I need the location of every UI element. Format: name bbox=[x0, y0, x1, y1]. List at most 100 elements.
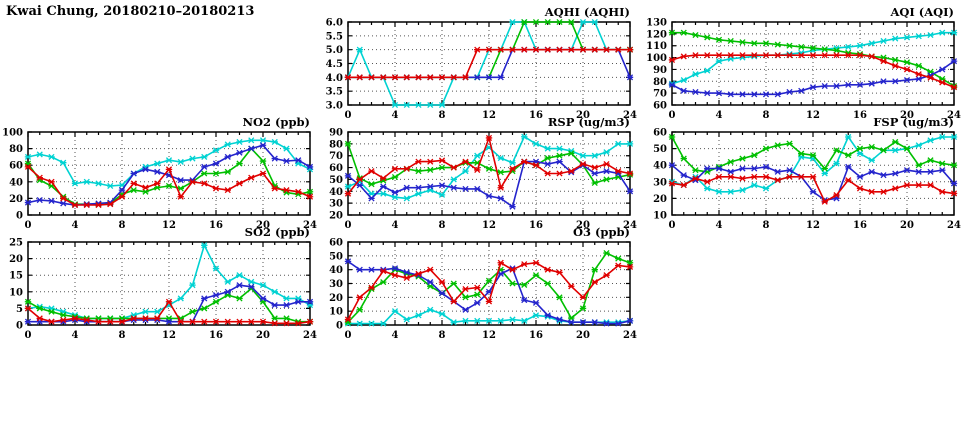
y-tick-label: 20 bbox=[329, 293, 343, 304]
y-tick-label: 60 bbox=[329, 238, 343, 249]
y-tick-label: 20 bbox=[653, 194, 667, 205]
plot-frame bbox=[27, 131, 311, 216]
x-tick-label: 20 bbox=[900, 110, 914, 121]
x-tick-label: 24 bbox=[947, 220, 961, 231]
series-markers-red bbox=[24, 298, 314, 327]
x-tick-label: 12 bbox=[482, 330, 496, 341]
chart-fsp: FSP (ug/m3) 10 20 30 40 50 60 0 4 8 12 16 20 24 bbox=[636, 114, 966, 236]
y-tick-label: 100 bbox=[646, 53, 667, 64]
y-tick-label: 10 bbox=[653, 211, 667, 222]
y-tick-label: 4.5 bbox=[326, 59, 343, 70]
y-tick-label: 5.0 bbox=[326, 45, 343, 56]
chart-title-aqhi: AQHI (AQHI) bbox=[544, 5, 630, 19]
x-tick-label: 20 bbox=[576, 330, 590, 341]
series-markers-red bbox=[344, 134, 634, 197]
x-tick-label: 4 bbox=[72, 330, 79, 341]
x-tick-label: 12 bbox=[806, 110, 820, 121]
y-tick-label: 30 bbox=[653, 177, 667, 188]
x-tick-label: 0 bbox=[345, 220, 352, 231]
series-markers-green bbox=[668, 133, 958, 175]
y-tick-label: 100 bbox=[2, 128, 23, 139]
y-tick-label: 50 bbox=[653, 144, 667, 155]
x-tick-label: 24 bbox=[947, 110, 961, 121]
plot-frame bbox=[347, 21, 631, 106]
y-tick-label: 10 bbox=[9, 287, 23, 298]
series-markers-cyan bbox=[668, 133, 958, 195]
x-tick-label: 8 bbox=[119, 220, 126, 231]
x-tick-label: 0 bbox=[25, 330, 32, 341]
chart-svg-o3: O3 (ppb) 0 10 20 30 40 50 60 0 4 8 12 16 20 24 bbox=[329, 225, 637, 341]
chart-svg-aqhi: AQHI (AQHI) 3.0 3.5 4.0 4.5 5.0 5.5 6.0 0 4 8 12 16 2… bbox=[326, 5, 637, 121]
chart-svg-fsp: FSP (ug/m3) 10 20 30 40 50 60 0 4 8 12 16 20 24 bbox=[653, 115, 961, 231]
y-tick-label: 40 bbox=[329, 187, 343, 198]
y-tick-label: 20 bbox=[329, 211, 343, 222]
chart-title-fsp: FSP (ug/m3) bbox=[873, 115, 954, 129]
series-markers-red bbox=[344, 259, 634, 323]
chart-title-so2: SO2 (ppb) bbox=[245, 225, 310, 239]
x-tick-label: 20 bbox=[256, 330, 270, 341]
y-tick-label: 10 bbox=[329, 307, 343, 318]
chart-svg-so2: SO2 (ppb) 0 5 10 15 20 25 0 4 8 12 16 20 24 bbox=[9, 225, 317, 341]
y-tick-label: 40 bbox=[653, 161, 667, 172]
x-tick-label: 4 bbox=[392, 330, 399, 341]
chart-title-no2: NO2 (ppb) bbox=[242, 115, 310, 129]
y-tick-label: 20 bbox=[9, 194, 23, 205]
y-tick-label: 15 bbox=[9, 271, 23, 282]
y-tick-label: 50 bbox=[329, 251, 343, 262]
y-tick-label: 60 bbox=[653, 101, 667, 112]
x-tick-label: 0 bbox=[669, 220, 676, 231]
x-tick-label: 20 bbox=[576, 220, 590, 231]
x-tick-label: 20 bbox=[256, 220, 270, 231]
y-tick-label: 80 bbox=[329, 139, 343, 150]
chart-so2: SO2 (ppb) 0 5 10 15 20 25 0 4 8 12 16 20 24 bbox=[0, 224, 322, 346]
y-tick-label: 40 bbox=[9, 177, 23, 188]
y-tick-label: 3.0 bbox=[326, 101, 343, 112]
y-tick-label: 40 bbox=[329, 265, 343, 276]
series-markers-red bbox=[668, 52, 958, 91]
y-tick-label: 60 bbox=[9, 161, 23, 172]
series-line-blue bbox=[348, 48, 631, 79]
y-tick-label: 80 bbox=[9, 144, 23, 155]
x-tick-label: 12 bbox=[162, 330, 176, 341]
y-tick-label: 60 bbox=[653, 128, 667, 139]
x-tick-label: 12 bbox=[482, 220, 496, 231]
x-tick-label: 8 bbox=[439, 220, 446, 231]
chart-no2: NO2 (ppb) 0 20 40 60 80 100 0 4 8 12 16 20 24 bbox=[0, 114, 322, 236]
series-markers-blue bbox=[668, 58, 958, 98]
plot-frame bbox=[671, 131, 955, 216]
x-tick-label: 20 bbox=[576, 110, 590, 121]
y-tick-label: 3.5 bbox=[326, 87, 343, 98]
x-tick-label: 24 bbox=[303, 330, 317, 341]
x-tick-label: 24 bbox=[623, 220, 637, 231]
x-tick-label: 0 bbox=[345, 330, 352, 341]
y-tick-label: 70 bbox=[329, 151, 343, 162]
series-line-red bbox=[347, 135, 631, 195]
x-tick-label: 16 bbox=[529, 110, 543, 121]
x-tick-label: 24 bbox=[623, 110, 637, 121]
y-tick-label: 130 bbox=[646, 18, 667, 29]
y-tick-label: 20 bbox=[9, 254, 23, 265]
x-tick-label: 16 bbox=[209, 220, 223, 231]
chart-rsp: RSP (ug/m3) 20 30 40 50 60 70 80 90 0 4 8 12 16 20 24 bbox=[312, 114, 642, 236]
y-tick-label: 4.0 bbox=[326, 73, 343, 84]
y-tick-label: 90 bbox=[329, 128, 343, 139]
series-markers-green bbox=[668, 29, 958, 90]
series-markers-red bbox=[24, 163, 314, 209]
x-tick-label: 24 bbox=[303, 220, 317, 231]
series-markers-red bbox=[344, 46, 634, 81]
plot-frame bbox=[671, 21, 955, 106]
x-tick-label: 0 bbox=[669, 110, 676, 121]
chart-title-o3: O3 (ppb) bbox=[573, 225, 630, 239]
y-tick-label: 50 bbox=[329, 175, 343, 186]
x-tick-label: 12 bbox=[482, 110, 496, 121]
plot-frame bbox=[27, 241, 311, 326]
chart-aqhi: AQHI (AQHI) 3.0 3.5 4.0 4.5 5.0 5.5 6.0 0 4 8 12 16 2… bbox=[312, 4, 642, 126]
chart-aqi: AQI (AQI) 60 70 80 90 100 110 120 130 0 4 8 12 16 20 24 bbox=[636, 4, 966, 126]
y-tick-label: 80 bbox=[653, 77, 667, 88]
x-tick-label: 4 bbox=[392, 220, 399, 231]
x-tick-label: 8 bbox=[763, 110, 770, 121]
series-markers-blue bbox=[344, 158, 634, 210]
x-tick-label: 0 bbox=[25, 220, 32, 231]
